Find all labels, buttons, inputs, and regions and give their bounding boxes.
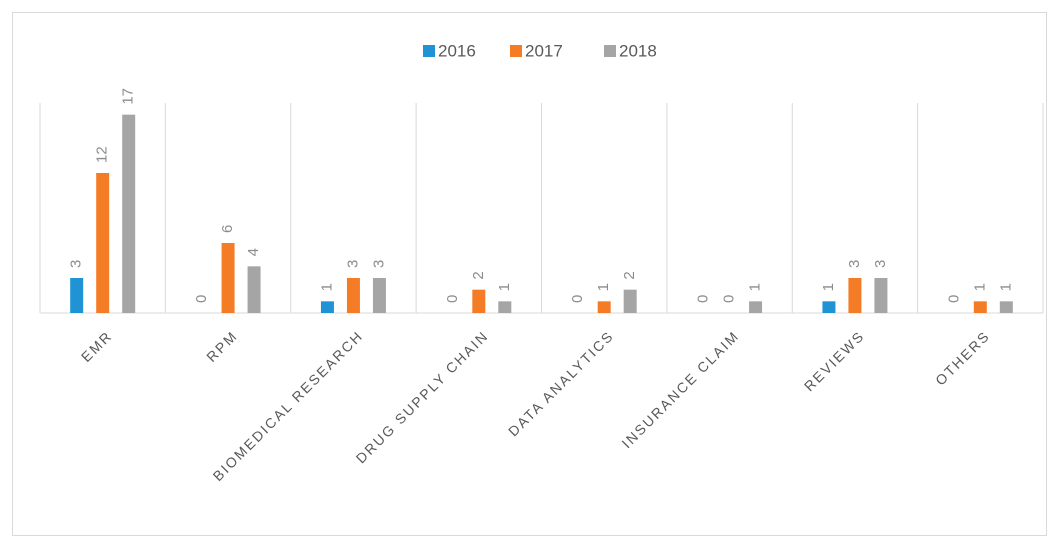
data-label: 4 (245, 248, 262, 256)
bar (623, 289, 637, 313)
data-label: 12 (94, 146, 111, 163)
data-label: 1 (997, 283, 1014, 291)
data-label: 0 (569, 295, 586, 303)
data-label: 0 (721, 295, 738, 303)
bar (320, 301, 334, 313)
bar (999, 301, 1013, 313)
bar (472, 289, 486, 313)
bar (973, 301, 987, 313)
data-label: 2 (470, 271, 487, 279)
data-label: 1 (595, 283, 612, 291)
data-label: 0 (945, 295, 962, 303)
legend-swatch (604, 45, 616, 57)
data-label: 17 (120, 88, 137, 105)
bar (874, 278, 888, 313)
data-label: 2 (621, 271, 638, 279)
data-label: 1 (318, 283, 335, 291)
bar (96, 173, 110, 313)
data-label: 0 (193, 295, 210, 303)
data-label: 1 (747, 283, 764, 291)
data-label: 3 (344, 260, 361, 268)
bar (122, 114, 136, 314)
legend-swatch (510, 45, 522, 57)
bar (372, 278, 386, 313)
bar (597, 301, 611, 313)
data-label: 0 (695, 295, 712, 303)
bar (221, 243, 235, 313)
bar (247, 266, 261, 313)
data-label: 3 (68, 260, 85, 268)
data-label: 3 (846, 260, 863, 268)
data-label: 0 (444, 295, 461, 303)
legend-label: 2018 (619, 41, 657, 60)
chart-frame (12, 12, 1047, 536)
bar (70, 278, 84, 313)
legend-label: 2017 (525, 41, 563, 60)
bar (498, 301, 512, 313)
legend-swatch (423, 45, 435, 57)
bar (822, 301, 836, 313)
data-label: 3 (370, 260, 387, 268)
bar (749, 301, 763, 313)
data-label: 1 (971, 283, 988, 291)
data-label: 6 (219, 225, 236, 233)
data-label: 1 (496, 283, 513, 291)
legend-label: 2016 (438, 41, 476, 60)
bar (848, 278, 862, 313)
data-label: 3 (872, 260, 889, 268)
data-label: 1 (820, 283, 837, 291)
bar (346, 278, 360, 313)
